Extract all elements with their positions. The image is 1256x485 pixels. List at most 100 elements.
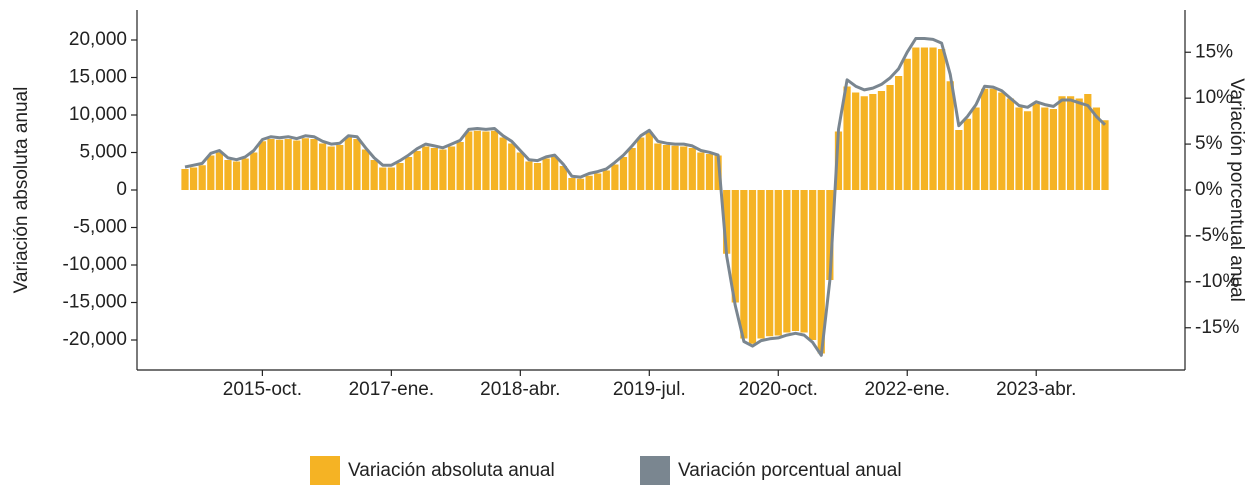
bar: [637, 137, 645, 190]
bar: [1006, 98, 1015, 190]
bar: [946, 81, 954, 190]
bar: [224, 160, 232, 190]
bar: [499, 137, 507, 190]
x-tick-label: 2022-ene.: [864, 379, 950, 400]
y-tick-label: 10,000: [69, 104, 127, 125]
bar: [860, 96, 868, 190]
bar: [748, 190, 757, 344]
bar: [783, 190, 791, 333]
bar: [585, 175, 593, 190]
bar: [275, 139, 284, 190]
bar: [336, 145, 344, 190]
bar: [1049, 109, 1058, 190]
bar: [628, 148, 636, 190]
bar: [869, 94, 877, 190]
bar: [705, 154, 714, 190]
bar: [250, 152, 258, 190]
bar: [293, 140, 301, 190]
y-tick-label: 0: [116, 179, 127, 200]
bar: [1084, 94, 1092, 190]
bar: [602, 170, 610, 190]
bar: [310, 139, 318, 190]
y-tick-label: -10,000: [63, 254, 127, 275]
bar: [482, 131, 490, 190]
bar: [198, 165, 206, 190]
x-tick-label: 2017-ene.: [349, 379, 435, 400]
bar: [516, 152, 524, 190]
bar: [981, 88, 989, 190]
bar: [723, 190, 731, 254]
bar: [714, 155, 722, 190]
x-tick-label: 2020-oct.: [739, 379, 818, 400]
bar: [662, 145, 671, 190]
bar: [267, 139, 275, 190]
y2-tick-label: -15%: [1195, 317, 1239, 338]
bar: [800, 190, 808, 333]
bar: [938, 49, 946, 190]
legend-label: Variación porcentual anual: [678, 460, 902, 481]
legend-swatch: [640, 456, 670, 485]
bar: [877, 91, 886, 190]
bar: [361, 149, 370, 190]
bar: [826, 190, 834, 280]
bar: [215, 152, 224, 190]
y2-tick-label: 0%: [1195, 179, 1223, 200]
y2-tick-label: -10%: [1195, 271, 1239, 292]
bar: [559, 166, 567, 190]
bar: [344, 137, 352, 190]
bar: [611, 164, 619, 190]
bar: [645, 132, 653, 190]
bar: [301, 138, 309, 190]
line: [184, 37, 1107, 357]
y2-tick-label: 10%: [1195, 87, 1233, 108]
bar: [740, 190, 748, 339]
bar: [929, 47, 937, 190]
bar: [688, 148, 696, 190]
bar: [963, 118, 972, 190]
y-tick-label: 15,000: [69, 67, 127, 88]
bar: [508, 143, 516, 190]
y-tick-label: -20,000: [63, 329, 127, 350]
y-tick-label: -5,000: [73, 217, 127, 238]
bar: [1041, 107, 1049, 190]
bar: [284, 139, 292, 190]
bar: [766, 190, 774, 337]
bar: [912, 47, 920, 190]
bar: [318, 143, 327, 190]
bar: [456, 142, 464, 190]
y-tick-label: -15,000: [63, 292, 127, 313]
x-tick-label: 2023-abr.: [996, 379, 1076, 400]
bar: [353, 139, 361, 190]
bar: [232, 161, 241, 190]
y-tick-label: 20,000: [69, 29, 127, 50]
legend-label: Variación absoluta anual: [348, 460, 555, 481]
bar: [439, 149, 447, 190]
bar: [533, 163, 542, 190]
bar: [671, 145, 679, 190]
bar: [619, 157, 628, 190]
bar: [989, 88, 997, 190]
bar: [791, 190, 800, 331]
y-tick-label: 5,000: [79, 142, 127, 163]
y-axis-label: Variación absoluta anual: [11, 87, 32, 294]
bar: [422, 146, 430, 190]
bar: [207, 155, 215, 190]
bar: [697, 152, 705, 190]
bar: [1058, 96, 1066, 190]
bar: [189, 167, 198, 190]
bar: [809, 190, 817, 340]
bar: [972, 107, 980, 190]
bar: [757, 190, 765, 339]
bar: [1015, 107, 1023, 190]
bar: [396, 163, 404, 190]
bar: [576, 178, 585, 190]
x-tick-label: 2015-oct.: [223, 379, 302, 400]
y2-tick-label: -5%: [1195, 225, 1229, 246]
bar: [404, 157, 413, 190]
bar: [465, 131, 473, 190]
bar: [447, 146, 456, 190]
bar: [1092, 107, 1101, 190]
bar: [1075, 98, 1083, 190]
x-tick-label: 2018-abr.: [480, 379, 560, 400]
